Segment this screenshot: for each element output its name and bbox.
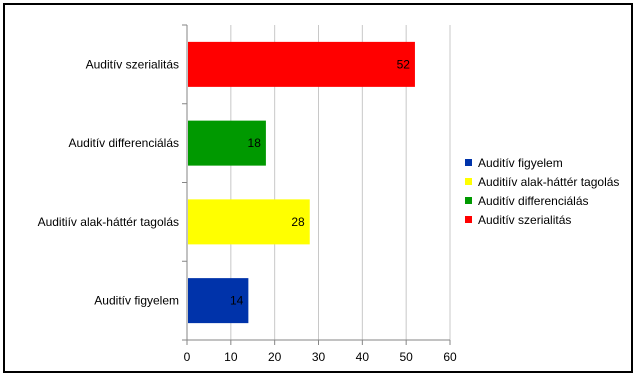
x-tick-label-0: 0 [184, 350, 191, 364]
x-tick-label-40: 40 [356, 350, 370, 364]
legend-swatch-3 [465, 197, 472, 204]
legend-label-3: Auditív differenciálás [478, 194, 589, 208]
legend-swatch-2 [465, 178, 472, 185]
x-tick-label-30: 30 [312, 350, 326, 364]
x-tick-label-20: 20 [268, 350, 282, 364]
legend-swatch-1 [465, 159, 472, 166]
chart-frame: 0 10 20 30 40 50 60 Auditív figyelem 14 Auditiív … [3, 3, 633, 373]
bar-4 [188, 41, 415, 87]
bar-2 [188, 199, 310, 245]
bar-value-label-1: 14 [230, 294, 244, 308]
x-tick-label-60: 60 [443, 350, 457, 364]
x-tick-label-50: 50 [399, 350, 413, 364]
bar-1 [188, 278, 249, 324]
legend-label-2: Auditiív alak-háttér tagolás [478, 175, 619, 189]
bar-value-label-4: 52 [397, 57, 411, 71]
bar-value-label-3: 18 [248, 136, 262, 150]
legend-swatch-4 [465, 216, 472, 223]
category-label-2: Auditiív alak-háttér tagolás [38, 215, 179, 229]
bar-chart: 0 10 20 30 40 50 60 Auditív figyelem 14 Auditiív … [38, 24, 619, 364]
category-label-4: Auditív szerialitás [86, 57, 179, 71]
category-label-1: Auditív figyelem [94, 294, 179, 308]
legend-label-1: Auditív figyelem [478, 156, 563, 170]
x-tick-label-10: 10 [224, 350, 238, 364]
bar-value-label-2: 28 [291, 215, 305, 229]
bar-3 [188, 120, 266, 166]
legend-label-4: Auditív szerialitás [478, 213, 571, 227]
category-label-3: Auditív differenciálás [68, 136, 179, 150]
